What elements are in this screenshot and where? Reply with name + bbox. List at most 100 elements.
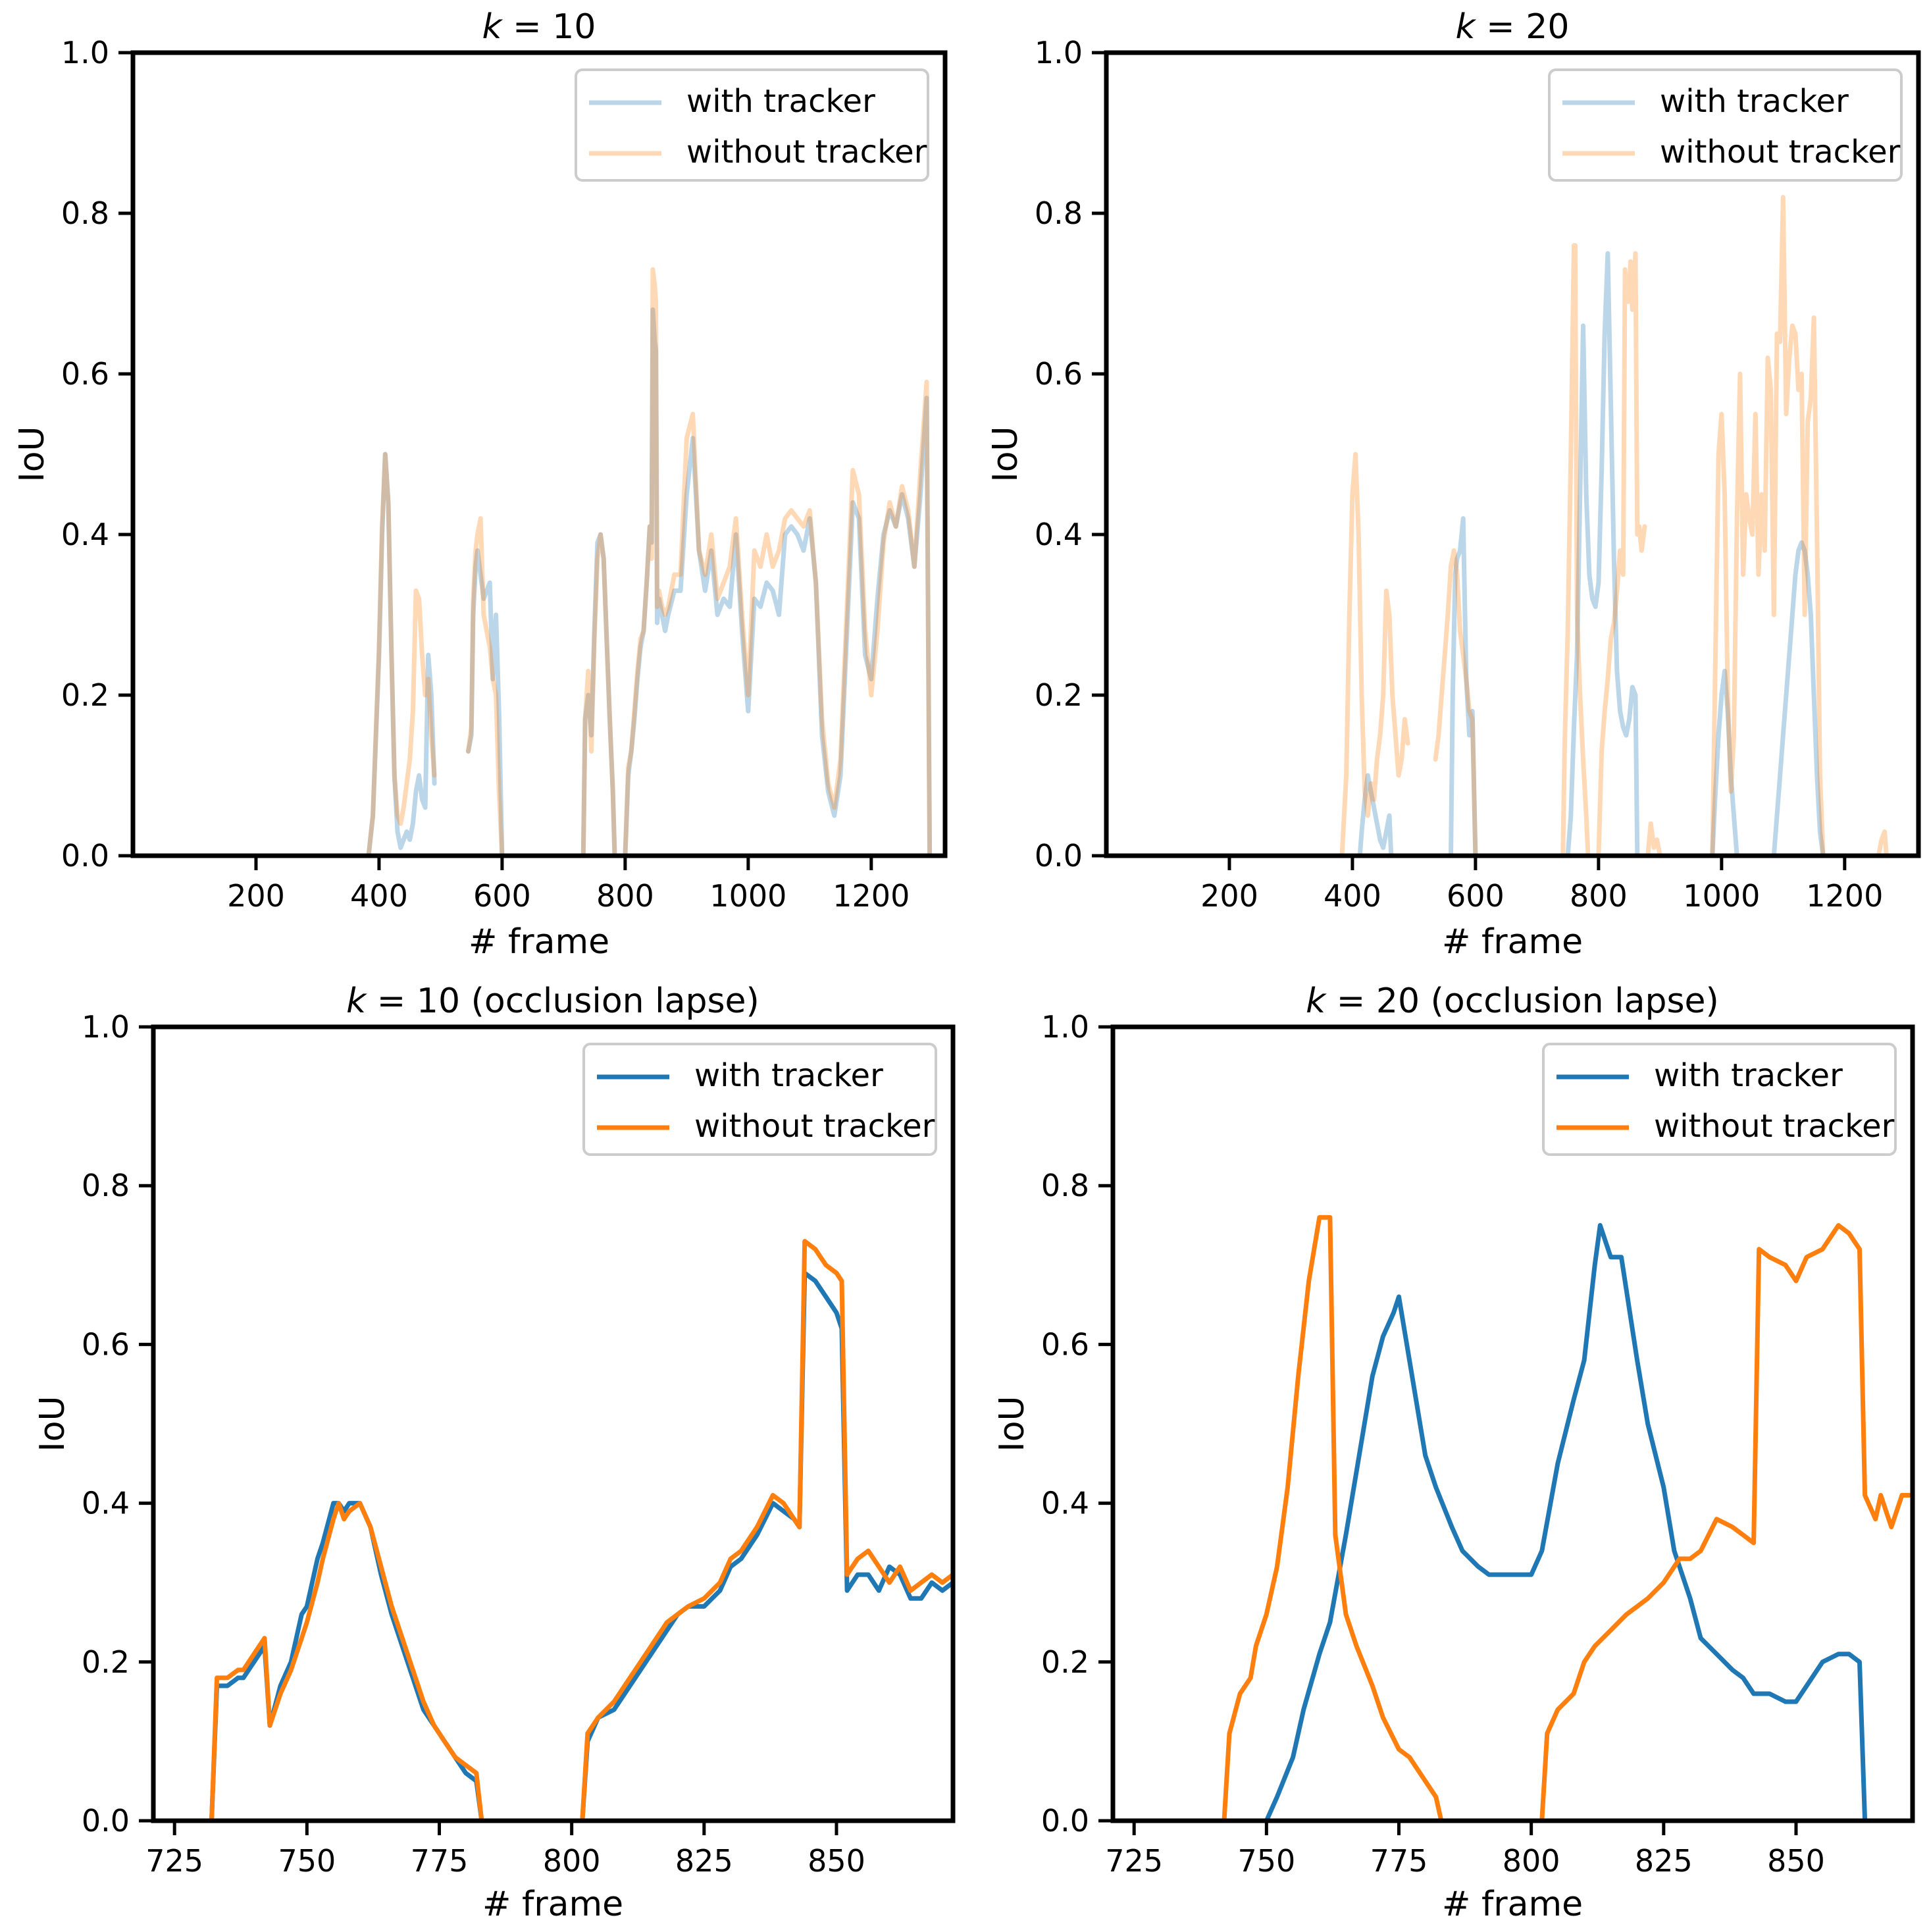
legend-label: without tracker xyxy=(686,134,927,170)
series-line-without-tracker-seg-4 xyxy=(1710,195,1826,858)
tick-layer: 200 400 600 800 1000 1200 0.0 0.2 0.4 0.6 0.8 1.0 xyxy=(61,35,910,914)
y-tick-label: 0.0 xyxy=(1035,838,1083,874)
series-line-without-tracker-seg-0 xyxy=(1339,452,1410,858)
legend: with tracker without tracker xyxy=(1548,68,1903,182)
y-tick-label: 0.0 xyxy=(61,838,109,874)
plot-border xyxy=(1110,1024,1915,1823)
x-axis-label: # frame xyxy=(1442,922,1583,962)
series-line-without-tracker-seg-5 xyxy=(1876,829,1889,858)
y-tick-label: 0.8 xyxy=(1041,1168,1089,1203)
y-tick-label: 1.0 xyxy=(61,35,109,70)
x-tick-label: 200 xyxy=(1200,878,1258,914)
x-tick-label: 200 xyxy=(227,878,285,914)
series-line-with-tracker-seg-0 xyxy=(1264,1223,1868,1823)
series-layer xyxy=(1222,1214,1915,1823)
series-line-with-tracker-seg-0 xyxy=(1357,773,1394,858)
series-line-without-tracker-seg-1 xyxy=(580,1239,956,1823)
plot-frame xyxy=(1106,53,1918,856)
x-tick-label: 1000 xyxy=(709,878,786,914)
x-tick-label: 825 xyxy=(1635,1843,1693,1879)
y-tick-label: 0.0 xyxy=(82,1803,130,1839)
series-line-with-tracker-seg-2 xyxy=(1565,251,1640,858)
panel-title: k = 20 xyxy=(1456,7,1570,47)
panel-title: k = 10 xyxy=(482,7,596,47)
x-tick-label: 825 xyxy=(675,1843,733,1879)
tick-layer: 200 400 600 800 1000 1200 0.0 0.2 0.4 0.6 0.8 1.0 xyxy=(1035,35,1884,914)
x-tick-label: 800 xyxy=(1503,1843,1560,1879)
plot-border xyxy=(130,50,948,858)
legend-box xyxy=(575,68,929,182)
series-line-with-tracker-seg-3 xyxy=(1710,668,1739,858)
y-axis-label: IoU xyxy=(986,426,1025,482)
y-axis-label: IoU xyxy=(13,426,52,482)
legend-label: with tracker xyxy=(1654,1057,1843,1094)
legend-label: without tracker xyxy=(694,1108,935,1145)
x-tick-label: 725 xyxy=(1105,1843,1163,1879)
tick-layer: 725 750 775 800 825 850 0.0 0.2 0.4 0.6 0.8 1.0 xyxy=(1041,1009,1825,1879)
legend: with tracker without tracker xyxy=(575,68,929,182)
x-tick-label: 1200 xyxy=(1806,878,1883,914)
series-layer xyxy=(1339,195,1889,858)
y-tick-label: 0.6 xyxy=(1035,356,1083,392)
y-tick-label: 0.0 xyxy=(1041,1803,1089,1839)
x-tick-label: 725 xyxy=(145,1843,203,1879)
series-line-without-tracker-seg-1 xyxy=(466,516,505,858)
y-tick-label: 0.4 xyxy=(61,517,109,552)
x-tick-label: 1000 xyxy=(1683,878,1760,914)
x-tick-label: 600 xyxy=(473,878,531,914)
y-tick-label: 0.6 xyxy=(1041,1326,1089,1362)
x-tick-label: 400 xyxy=(350,878,408,914)
x-tick-label: 850 xyxy=(808,1843,865,1879)
series-line-without-tracker-seg-0 xyxy=(366,452,437,858)
panel-k20-overview: 200 400 600 800 1000 1200 0.0 0.2 0.4 0.6 0.8 1.0 k… xyxy=(986,7,1921,962)
y-tick-label: 0.4 xyxy=(1041,1486,1089,1521)
y-tick-label: 0.2 xyxy=(1035,677,1083,713)
x-tick-label: 775 xyxy=(411,1843,469,1879)
y-tick-label: 0.2 xyxy=(1041,1644,1089,1680)
plot-border xyxy=(151,1024,956,1823)
series-line-without-tracker-seg-0 xyxy=(209,1501,484,1823)
legend-label: without tracker xyxy=(1654,1108,1895,1145)
y-tick-label: 1.0 xyxy=(1041,1009,1089,1045)
series-line-without-tracker-seg-1 xyxy=(1433,548,1478,858)
x-tick-label: 850 xyxy=(1767,1843,1825,1879)
y-axis-label: IoU xyxy=(33,1396,72,1451)
x-tick-label: 800 xyxy=(543,1843,601,1879)
x-axis-label: # frame xyxy=(1442,1885,1583,1924)
series-line-with-tracker-seg-1 xyxy=(466,548,505,858)
series-layer xyxy=(209,1239,956,1823)
series-line-with-tracker-seg-1 xyxy=(1449,516,1478,858)
legend-box xyxy=(582,1043,937,1156)
series-line-without-tracker-seg-2 xyxy=(1560,243,1647,858)
legend: with tracker without tracker xyxy=(582,1043,937,1156)
legend-label: with tracker xyxy=(686,83,875,120)
series-line-without-tracker-seg-3 xyxy=(1645,821,1662,858)
plot-frame xyxy=(133,53,945,856)
x-tick-label: 775 xyxy=(1370,1843,1428,1879)
y-tick-label: 1.0 xyxy=(82,1009,130,1045)
legend-box xyxy=(1548,68,1903,182)
panel-k10-occlusion-lapse: 725 750 775 800 825 850 0.0 0.2 0.4 0.6 0.8 1.0 k =… xyxy=(33,981,956,1924)
x-tick-label: 750 xyxy=(278,1843,336,1879)
series-line-without-tracker-seg-0 xyxy=(1222,1214,1444,1823)
panel-title: k = 20 (occlusion lapse) xyxy=(1306,981,1719,1021)
y-tick-label: 0.2 xyxy=(61,677,109,713)
plot-border xyxy=(1104,50,1921,858)
series-line-with-tracker-seg-4 xyxy=(1771,540,1826,858)
panel-k20-occlusion-lapse: 725 750 775 800 825 850 0.0 0.2 0.4 0.6 0.8 1.0 k =… xyxy=(992,981,1915,1924)
y-tick-label: 1.0 xyxy=(1035,35,1083,70)
y-axis-label: IoU xyxy=(992,1396,1032,1451)
x-tick-label: 750 xyxy=(1237,1843,1295,1879)
y-tick-label: 0.4 xyxy=(1035,517,1083,552)
legend-box xyxy=(1542,1043,1897,1156)
legend: with tracker without tracker xyxy=(1542,1043,1897,1156)
x-axis-label: # frame xyxy=(482,1885,623,1924)
panel-title: k = 10 (occlusion lapse) xyxy=(346,981,759,1021)
y-tick-label: 0.8 xyxy=(1035,196,1083,231)
legend-label: with tracker xyxy=(694,1057,883,1094)
legend-label: with tracker xyxy=(1660,83,1849,120)
legend-label: without tracker xyxy=(1660,134,1901,170)
x-tick-label: 800 xyxy=(1570,878,1628,914)
panel-k10-overview: 200 400 600 800 1000 1200 0.0 0.2 0.4 0.6 0.8 1.0 k… xyxy=(13,7,948,962)
